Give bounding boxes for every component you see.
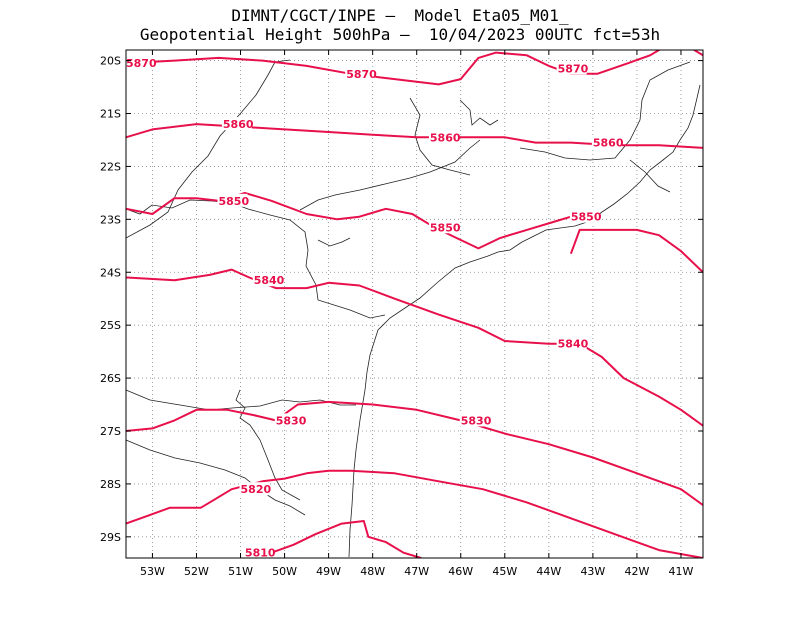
- lake-outline: [317, 237, 351, 247]
- contour-5840: [126, 268, 703, 427]
- contour-label-bg: [591, 135, 622, 149]
- lon-tick-label: 42W: [624, 565, 649, 578]
- lon-tick-label: 45W: [492, 565, 517, 578]
- state-border: [235, 389, 301, 501]
- lat-tick-label: 24S: [100, 266, 121, 279]
- contour-5810: [271, 520, 422, 558]
- state-border: [125, 389, 356, 411]
- contour-label: 5810: [245, 547, 276, 560]
- contour-label: 5870: [126, 57, 157, 70]
- lake-outline: [459, 99, 499, 126]
- contour-label: 5840: [254, 274, 285, 287]
- state-border: [125, 199, 386, 319]
- contour-label-bg: [459, 413, 490, 427]
- longitude-axis: 53W 52W 51W 50W 49W 48W 47W 46W 45W 44W 43W 42W 41W: [140, 50, 694, 578]
- contour-5830: [126, 400, 703, 506]
- lon-tick-label: 48W: [360, 565, 385, 578]
- contour-5820: [126, 469, 703, 558]
- state-border: [299, 139, 481, 211]
- height-contours: [126, 50, 703, 558]
- contour-label: 5860: [223, 118, 254, 131]
- lon-tick-label: 43W: [580, 565, 605, 578]
- lon-tick-label: 46W: [448, 565, 473, 578]
- lat-tick-label: 21S: [100, 108, 121, 121]
- contour-5870: [693, 50, 703, 57]
- contour-labels: 5870 5870 5870 5860 5860 5860 5850 5850 5850 5840…: [125, 56, 624, 560]
- lat-tick-label: 28S: [100, 478, 121, 491]
- contour-label: 5830: [461, 414, 492, 427]
- contour-5850: [126, 191, 572, 250]
- map-gridlines: [126, 50, 703, 558]
- lon-tick-label: 51W: [228, 565, 253, 578]
- map-title-line-1: DIMNT/CGCT/INPE – Model Eta05_M01_: [231, 6, 569, 25]
- lat-tick-label: 23S: [100, 213, 121, 226]
- contour-label: 5850: [571, 211, 602, 224]
- contour-label-bg: [345, 66, 376, 80]
- contour-label-bg: [221, 117, 252, 131]
- map-frame: [125, 49, 704, 559]
- contour-label: 5850: [430, 221, 461, 234]
- contour-5870: [126, 50, 661, 86]
- contour-label: 5860: [430, 131, 461, 144]
- contour-label-bg: [556, 61, 587, 75]
- lat-tick-label: 20S: [100, 55, 121, 68]
- contour-label-bg: [556, 336, 587, 350]
- contour-label: 5840: [558, 338, 589, 351]
- contour-label-bg: [428, 220, 459, 234]
- lon-tick-label: 47W: [404, 565, 429, 578]
- lon-tick-label: 52W: [184, 565, 209, 578]
- contour-label-bg: [217, 193, 248, 207]
- coastline-borders: [125, 59, 701, 558]
- latitude-axis: 20S 21S 22S 23S 24S 25S 26S 27S 28S 29S: [100, 55, 703, 544]
- state-border: [125, 59, 291, 239]
- contour-label: 5850: [218, 195, 249, 208]
- coastline: [348, 84, 701, 558]
- lat-tick-label: 26S: [100, 372, 121, 385]
- contour-label: 5860: [593, 137, 624, 150]
- lat-tick-label: 22S: [100, 160, 121, 173]
- lat-tick-label: 27S: [100, 425, 121, 438]
- contour-label-bg: [125, 56, 155, 70]
- state-border: [629, 159, 671, 193]
- lon-tick-label: 41W: [669, 565, 694, 578]
- map-title-line-2: Geopotential Height 500hPa – 10/04/2023 …: [139, 25, 661, 44]
- state-border: [125, 439, 306, 516]
- lon-tick-label: 50W: [272, 565, 297, 578]
- state-border: [519, 61, 691, 161]
- lat-tick-label: 25S: [100, 319, 121, 332]
- contour-label: 5870: [558, 63, 589, 76]
- contour-label-bg: [252, 273, 283, 287]
- lon-tick-label: 53W: [140, 565, 165, 578]
- contour-5850: [569, 228, 703, 274]
- contour-label-bg: [243, 545, 274, 559]
- contour-label-bg: [428, 130, 459, 144]
- contour-label-bg: [274, 413, 305, 427]
- contour-label: 5820: [241, 483, 272, 496]
- contour-label-bg: [569, 209, 600, 223]
- lon-tick-label: 44W: [536, 565, 561, 578]
- state-border: [409, 97, 471, 176]
- contour-label-bg: [239, 482, 270, 496]
- contour-label: 5830: [276, 414, 307, 427]
- lon-tick-label: 49W: [316, 565, 341, 578]
- contour-label: 5870: [346, 68, 377, 81]
- lat-tick-label: 29S: [100, 531, 121, 544]
